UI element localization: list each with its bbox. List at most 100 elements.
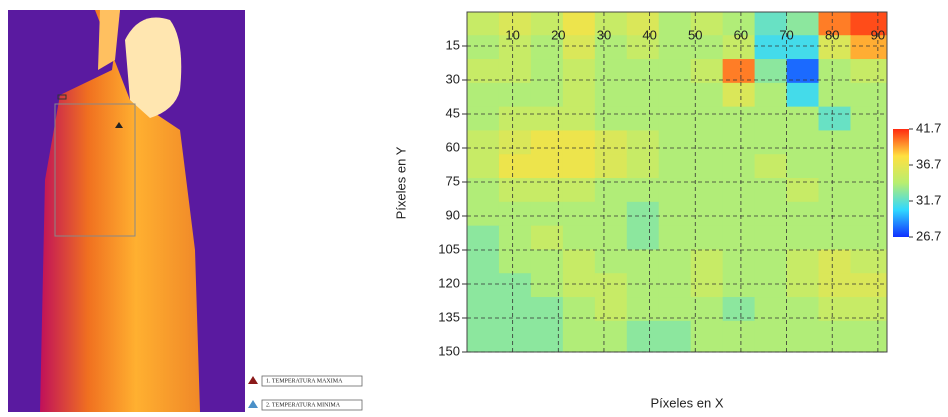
heat-cell (467, 12, 500, 36)
y-tick-label: 75 (446, 173, 460, 188)
heat-cell (498, 154, 532, 179)
heat-cell (850, 320, 888, 353)
heat-cell (626, 106, 660, 131)
heat-cell (658, 35, 692, 60)
heat-cell (722, 130, 756, 155)
heat-cell (467, 273, 500, 298)
heat-cell (658, 225, 692, 250)
heat-cell (722, 106, 756, 131)
heat-cell (754, 35, 788, 60)
heat-cell (786, 225, 820, 250)
heat-cell (658, 12, 692, 36)
heat-cell (786, 82, 820, 108)
heat-cell (498, 297, 532, 322)
heat-cell (658, 130, 692, 155)
heat-cell (658, 201, 692, 227)
heat-cell (722, 154, 756, 179)
heat-cell (754, 201, 788, 227)
heat-cell (850, 201, 888, 227)
heat-cell (530, 12, 564, 36)
heat-cell (658, 320, 692, 353)
y-tick-label: 60 (446, 139, 460, 154)
heat-cell (818, 249, 851, 274)
heat-cell (626, 35, 660, 60)
heat-cell (467, 106, 500, 131)
heat-cell (594, 273, 628, 298)
heat-cell (594, 297, 628, 322)
heat-cell (467, 297, 500, 322)
heat-cell (626, 12, 660, 36)
heat-cell (626, 225, 660, 250)
heat-cell (850, 154, 888, 179)
heat-cell (562, 249, 596, 274)
x-tick-label: 90 (871, 27, 885, 42)
heat-cell (658, 273, 692, 298)
heat-cell (754, 12, 788, 36)
heat-cell (626, 249, 660, 274)
heat-cell (786, 273, 820, 298)
heat-cell (562, 320, 596, 353)
heat-cell (818, 35, 851, 60)
heat-cell (690, 320, 724, 353)
colorbar-tick-label: 36.7 (916, 156, 941, 171)
heat-cell (850, 225, 888, 250)
x-tick-label: 60 (734, 27, 748, 42)
colorbar-tick-label: 31.7 (916, 192, 941, 207)
heat-cell (850, 82, 888, 108)
heat-cell (562, 201, 596, 227)
heat-cell (562, 225, 596, 250)
heat-cell (594, 35, 628, 60)
heat-cell (562, 82, 596, 108)
heat-cell (818, 59, 851, 84)
heat-cell (754, 249, 788, 274)
heat-cell (690, 201, 724, 227)
heat-cell (818, 320, 851, 353)
x-tick-label: 20 (551, 27, 565, 42)
heat-cell (690, 154, 724, 179)
x-axis-label: Píxeles en X (651, 395, 724, 410)
heat-cell (754, 82, 788, 108)
heat-cell (594, 201, 628, 227)
heat-cell (786, 12, 820, 36)
heat-cell (850, 249, 888, 274)
heat-cell (786, 106, 820, 131)
legend-label: 1. TEMPERATURA MAXIMA (266, 378, 343, 384)
heat-cell (467, 59, 500, 84)
heat-cell (626, 201, 660, 227)
y-tick-label: 30 (446, 71, 460, 86)
y-tick-label: 150 (438, 343, 460, 358)
heat-cell (722, 320, 756, 353)
heat-cell (690, 249, 724, 274)
heat-cell (722, 297, 756, 322)
heat-cell (850, 130, 888, 155)
heat-cell (498, 59, 532, 84)
heat-cell (594, 59, 628, 84)
heat-cell (786, 201, 820, 227)
heat-cell (498, 201, 532, 227)
heat-cell (562, 154, 596, 179)
heat-cell (690, 82, 724, 108)
heat-cell (818, 106, 851, 131)
heat-cell (690, 12, 724, 36)
heat-cell (498, 35, 532, 60)
heat-cell (467, 82, 500, 108)
heat-cell (690, 106, 724, 131)
colorbar-tick-label: 26.7 (916, 228, 941, 243)
heat-cell (467, 201, 500, 227)
heat-cell (754, 154, 788, 179)
heat-cell (690, 273, 724, 298)
x-tick-label: 30 (597, 27, 611, 42)
colorbar (893, 129, 909, 237)
heat-cell (498, 320, 532, 353)
heat-cell (658, 59, 692, 84)
heat-cell (594, 225, 628, 250)
heat-cell (818, 82, 851, 108)
heat-cell (562, 130, 596, 155)
heat-cell (562, 297, 596, 322)
thermal-photo (8, 10, 245, 412)
heat-cell (626, 82, 660, 108)
heat-cell (818, 12, 851, 36)
heat-cell (786, 35, 820, 60)
heat-cell (626, 59, 660, 84)
heat-cell (562, 273, 596, 298)
